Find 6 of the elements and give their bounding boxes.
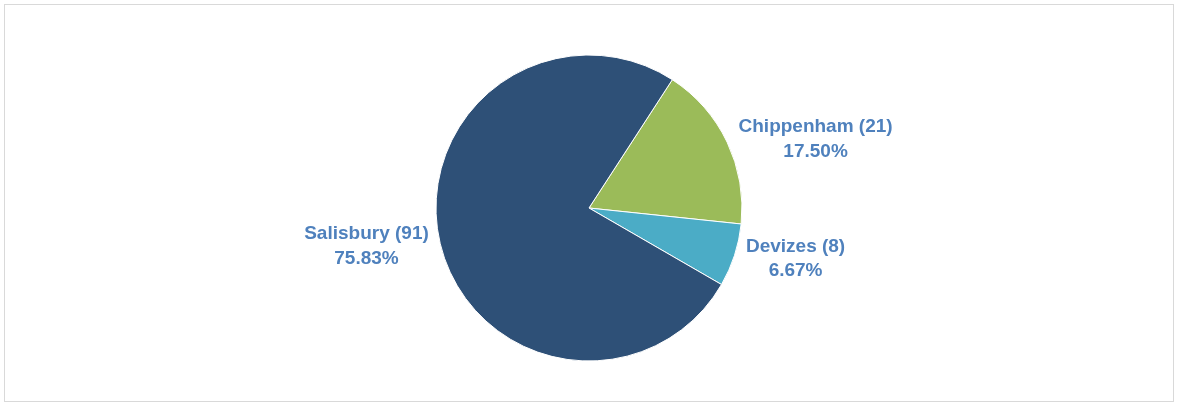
data-label: 75.83% [334,246,399,268]
data-label: 17.50% [783,139,848,161]
slice-label: Salisbury (91) [304,222,429,244]
slice-label: Devizes (8) [745,234,846,256]
data-label: 6.67% [768,259,823,281]
slice-label: Chippenham (21) [738,115,893,137]
